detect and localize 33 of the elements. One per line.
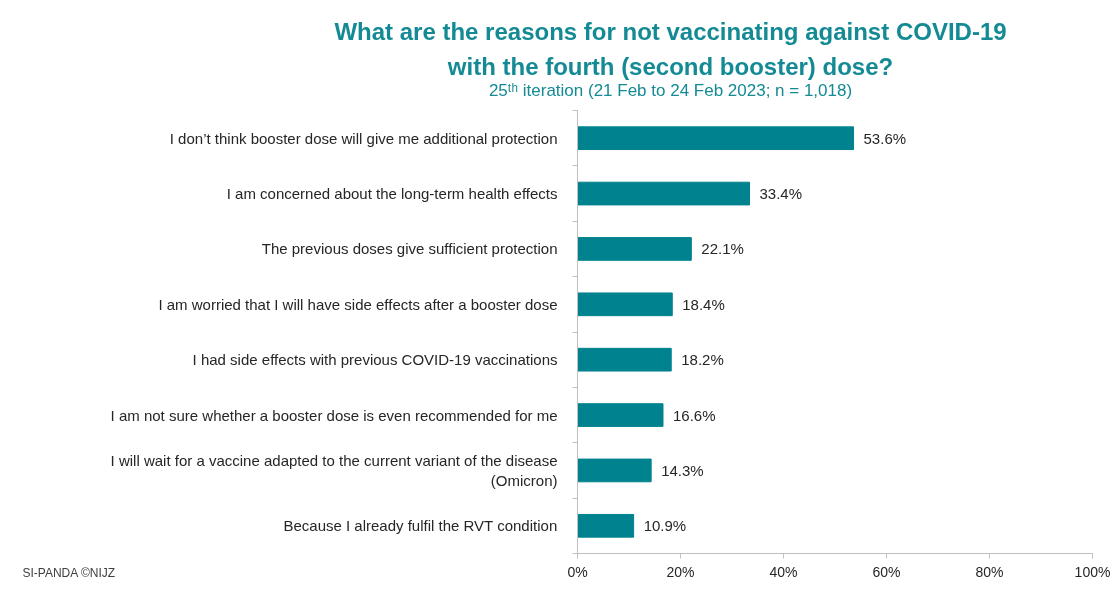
data-label: 18.2% — [681, 351, 724, 369]
bar — [577, 458, 652, 483]
chart-subtitle: 25ᵗʰ iteration (21 Feb to 24 Feb 2023; n = 1,018) — [488, 81, 853, 100]
data-label: 16.6% — [672, 406, 716, 424]
data-label: 10.9% — [643, 517, 687, 535]
chart-title: What are the reasons for not vaccinating against COVID-19 with the fourth (second booster) dose? — [334, 17, 1007, 80]
x-tick-label: 80% — [975, 563, 1004, 580]
x-tick-label: 0% — [567, 563, 588, 580]
y-tick-label: I had side effects with previous COVID-19 vaccinations — [192, 351, 558, 369]
data-label: 18.4% — [682, 295, 725, 313]
bar — [577, 126, 855, 151]
bar — [577, 292, 673, 317]
x-tick-label: 60% — [872, 563, 901, 580]
data-label: 53.6% — [863, 129, 907, 147]
x-tick-label: 20% — [666, 563, 695, 580]
y-tick-label: Because I already fulfil the RVT condition — [283, 517, 558, 535]
text: SI-PANDA ©NIJZ — [22, 565, 116, 580]
x-tick-label: 100% — [1074, 563, 1111, 580]
y-tick-label: I will wait for a vaccine adapted to the current variant of the disease (Omicron) — [110, 451, 558, 490]
data-label: 22.1% — [701, 240, 744, 258]
y-tick-label: I am not sure whether a booster dose is even recommended for me — [110, 406, 558, 424]
y-tick-label: I am concerned about the long-term health effects — [226, 185, 558, 203]
data-label: 33.4% — [759, 185, 803, 203]
bar — [577, 181, 751, 206]
bar — [577, 403, 664, 427]
bar — [577, 347, 672, 372]
bar — [577, 513, 635, 538]
bar — [577, 237, 692, 261]
y-tick-label: I am worried that I will have side effects after a booster dose — [158, 295, 558, 313]
y-tick-label: The previous doses give sufficient protection — [261, 240, 558, 258]
x-tick-label: 40% — [769, 563, 798, 580]
data-label: 14.3% — [661, 461, 704, 479]
y-tick-label: I don’t think booster dose will give me additional protection — [169, 129, 558, 147]
